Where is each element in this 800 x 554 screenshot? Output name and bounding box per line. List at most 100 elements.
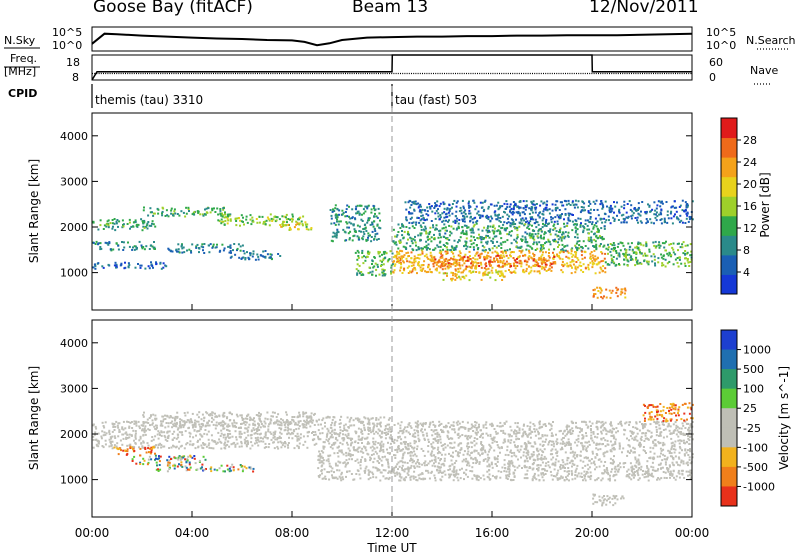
scatter-cell (246, 414, 249, 417)
scatter-cell (636, 216, 639, 219)
scatter-cell (328, 465, 331, 468)
scatter-cell (389, 428, 392, 431)
scatter-cell (394, 235, 397, 238)
scatter-cell (532, 200, 535, 203)
scatter-cell (538, 212, 541, 215)
scatter-cell (559, 464, 562, 466)
scatter-cell (646, 466, 649, 469)
scatter-cell (506, 213, 509, 216)
scatter-cell (602, 245, 605, 248)
scatter-cell (664, 265, 667, 268)
scatter-cell (475, 251, 478, 254)
scatter-cell (222, 436, 225, 439)
scatter-cell (107, 263, 110, 266)
scatter-cell (331, 418, 334, 421)
scatter-cell (454, 275, 457, 277)
scatter-cell (654, 262, 656, 265)
scatter-cell (382, 259, 385, 262)
scatter-cell (203, 243, 206, 245)
scatter-cell (166, 214, 169, 217)
scatter-cell (409, 245, 412, 248)
scatter-cell (525, 267, 528, 270)
scatter-cell (404, 201, 407, 204)
scatter-cell (350, 473, 353, 475)
scatter-cell (273, 435, 276, 438)
scatter-cell (262, 437, 264, 440)
scatter-cell (557, 238, 560, 241)
scatter-cell (436, 465, 439, 468)
scatter-cell (512, 208, 515, 211)
scatter-cell (296, 432, 299, 435)
scatter-cell (264, 220, 267, 223)
scatter-cell (461, 218, 464, 221)
scatter-cell (373, 457, 376, 460)
scatter-cell (227, 219, 230, 222)
scatter-cell (489, 256, 492, 259)
scatter-cell (536, 454, 539, 457)
scatter-cell (320, 455, 323, 458)
scatter-cell (216, 441, 219, 444)
date-title: 12/Nov/2011 (589, 0, 699, 17)
scatter-cell (402, 224, 404, 227)
scatter-cell (467, 202, 470, 205)
scatter-cell (399, 249, 402, 252)
freq-tick-high: 18 (66, 56, 80, 69)
scatter-cell (523, 213, 526, 216)
scatter-cell (150, 414, 152, 417)
scatter-cell (360, 230, 362, 233)
scatter-cell (162, 445, 165, 448)
scatter-cell (510, 479, 513, 482)
scatter-cell (102, 266, 105, 269)
scatter-cell (439, 478, 442, 481)
scatter-cell (556, 220, 559, 223)
scatter-cell (359, 204, 362, 207)
scatter-cell (215, 442, 218, 445)
scatter-cell (377, 238, 380, 240)
scatter-cell (341, 430, 344, 432)
scatter-cell (582, 225, 585, 228)
scatter-cell (490, 203, 493, 206)
scatter-cell (188, 443, 191, 446)
scatter-cell (462, 205, 465, 208)
scatter-cell (636, 261, 639, 264)
scatter-cell (579, 224, 582, 227)
scatter-cell (536, 458, 539, 460)
scatter-cell (489, 219, 492, 222)
scatter-cell (565, 200, 568, 203)
scatter-cell (624, 253, 626, 256)
scatter-cell (380, 459, 383, 462)
scatter-cell (559, 251, 562, 254)
scatter-cell (384, 425, 387, 427)
scatter-cell (368, 427, 371, 430)
scatter-cell (150, 261, 152, 264)
scatter-cell (651, 461, 654, 464)
scatter-cell (562, 464, 564, 467)
scatter-cell (548, 466, 551, 469)
scatter-cell (374, 233, 377, 236)
scatter-cell (535, 206, 538, 209)
scatter-cell (183, 420, 186, 423)
scatter-cell (457, 270, 460, 273)
scatter-cell (335, 436, 338, 439)
scatter-cell (348, 237, 351, 240)
scatter-cell (417, 261, 420, 264)
scatter-cell (434, 477, 437, 479)
scatter-cell (654, 470, 657, 472)
scatter-cell (420, 226, 423, 228)
scatter-cell (541, 248, 544, 251)
scatter-cell (342, 437, 345, 440)
scatter-cell (371, 417, 374, 420)
scatter-cell (482, 459, 485, 462)
scatter-cell (449, 249, 452, 252)
scatter-cell (655, 245, 658, 248)
scatter-cell (594, 217, 597, 220)
scatter-cell (290, 422, 293, 425)
scatter-cell (208, 446, 211, 449)
scatter-cell (629, 208, 632, 211)
scatter-cell (337, 460, 340, 463)
scatter-cell (228, 251, 231, 254)
scatter-cell (164, 215, 167, 217)
scatter-cell (513, 238, 516, 241)
scatter-cell (617, 242, 620, 245)
scatter-cell (500, 272, 503, 275)
